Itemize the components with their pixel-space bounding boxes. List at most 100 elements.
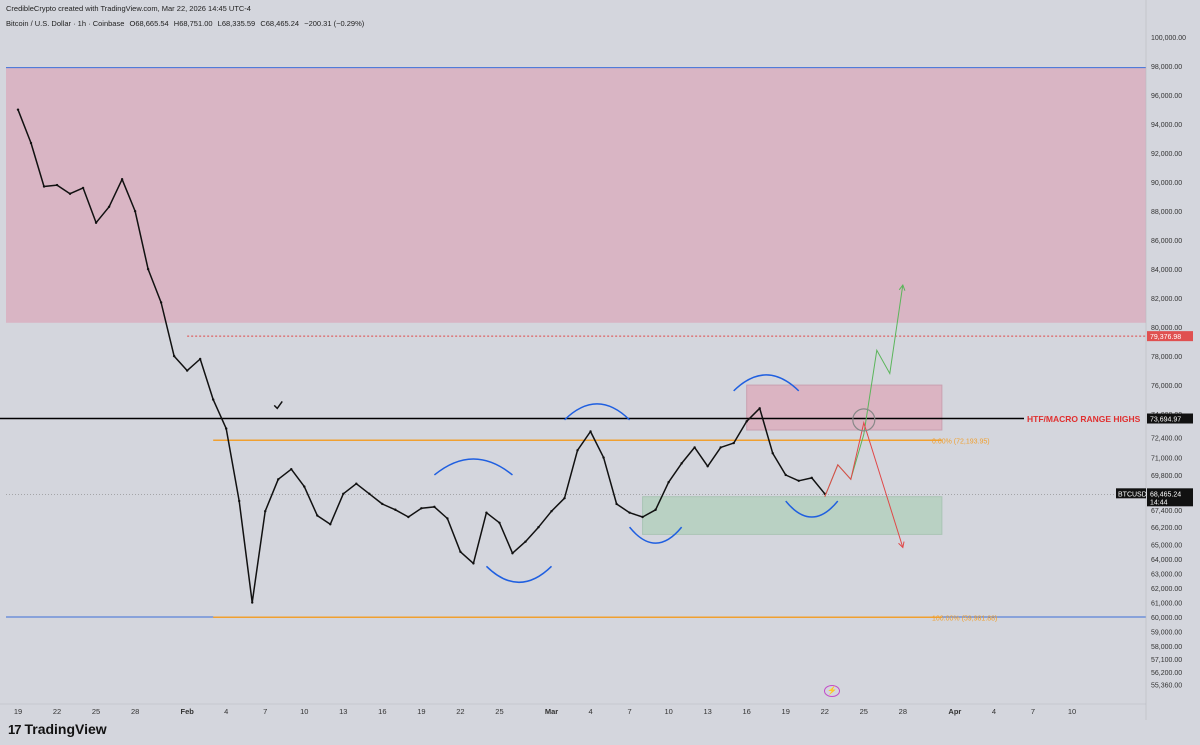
- price-point: [159, 301, 163, 304]
- price-point: [485, 511, 488, 514]
- price-point: [29, 141, 33, 145]
- y-tick-label: 63,000.00: [1151, 572, 1182, 579]
- x-tick-label: 4: [992, 707, 996, 716]
- price-point: [329, 523, 332, 526]
- price-point: [342, 492, 345, 496]
- x-tick-label: 28: [899, 707, 907, 716]
- x-tick-label: 7: [263, 707, 267, 716]
- price-point: [94, 221, 98, 224]
- price-point: [185, 369, 189, 372]
- price-point: [407, 515, 410, 519]
- price-point: [68, 192, 72, 195]
- bullish-scenario-arrow-head: [898, 284, 906, 291]
- x-tick-label: 25: [92, 707, 100, 716]
- price-point: [394, 508, 397, 511]
- price-point: [693, 446, 696, 449]
- structure-arc: [563, 403, 631, 421]
- x-tick-label: 16: [743, 707, 751, 716]
- bearish-scenario-arrow-head: [898, 541, 905, 549]
- price-point: [498, 521, 501, 525]
- price-point: [420, 507, 423, 510]
- y-tick-label: 98,000.00: [1151, 64, 1182, 71]
- price-point: [290, 467, 293, 471]
- x-tick-label: Apr: [948, 707, 961, 716]
- price-point: [758, 407, 761, 410]
- x-axis: [0, 704, 1146, 718]
- symbol-name[interactable]: Bitcoin / U.S. Dollar · 1h · Coinbase: [6, 19, 125, 28]
- y-tick-label: 72,400.00: [1151, 435, 1182, 442]
- y-tick-label: 58,000.00: [1151, 644, 1182, 651]
- y-tick-label: 65,000.00: [1151, 543, 1182, 550]
- price-point: [355, 482, 358, 485]
- snapshot-icon[interactable]: ⚡: [824, 685, 840, 697]
- price-point: [303, 485, 306, 488]
- price-point: [602, 456, 605, 459]
- price-point: [459, 550, 462, 553]
- supply-zone: [6, 67, 1146, 323]
- price-point: [277, 478, 280, 481]
- x-tick-label: 13: [703, 707, 711, 716]
- price-point: [172, 354, 176, 358]
- y-tick-label: 56,200.00: [1151, 670, 1182, 677]
- structure-arc: [485, 565, 553, 584]
- x-tick-label: 28: [131, 707, 139, 716]
- price-point: [654, 508, 657, 511]
- x-tick-label: 13: [339, 707, 347, 716]
- price-point: [745, 420, 748, 423]
- x-tick-label: 10: [1068, 707, 1076, 716]
- price-point: [511, 552, 514, 555]
- price-point: [615, 502, 618, 506]
- tradingview-logo-icon: 17: [8, 721, 22, 737]
- price-point: [107, 205, 111, 208]
- y-tick-label: 76,000.00: [1151, 383, 1182, 390]
- price-point: [667, 481, 670, 484]
- last-price: 68,465.24: [1150, 491, 1181, 498]
- price-point: [576, 449, 579, 452]
- y-tick-label: 80,000.00: [1151, 325, 1182, 332]
- structure-arc: [433, 458, 513, 476]
- y-tick-label: 55,360.00: [1151, 682, 1182, 689]
- htf-range-label: HTF/MACRO RANGE HIGHS: [1027, 414, 1141, 424]
- price-point: [524, 540, 527, 543]
- ohlc-open: O68,665.54: [129, 19, 169, 28]
- tradingview-logo[interactable]: 17 TradingView: [8, 721, 107, 737]
- price-point: [537, 525, 540, 529]
- y-tick-label: 86,000.00: [1151, 238, 1182, 245]
- price-point: [446, 517, 449, 520]
- x-tick-label: 4: [588, 707, 592, 716]
- price-point: [81, 186, 85, 190]
- retest-circle: [852, 408, 876, 432]
- x-tick-label: 25: [495, 707, 503, 716]
- range-high-price-badge: [1147, 413, 1193, 424]
- price-point: [472, 562, 475, 565]
- red-level-price: 79,376.98: [1150, 334, 1181, 341]
- red-level-price-badge: [1147, 331, 1193, 342]
- x-tick-label: Mar: [545, 707, 558, 716]
- price-point: [550, 510, 553, 513]
- price-point: [797, 479, 800, 482]
- y-tick-label: 78,000.00: [1151, 354, 1182, 361]
- btcusd-symbol-label: BTCUSD: [1118, 491, 1147, 498]
- x-tick-label: 25: [860, 707, 868, 716]
- ohlc-high: H68,751.00: [173, 19, 213, 28]
- x-tick-label: 7: [1031, 707, 1035, 716]
- price-point: [133, 209, 137, 213]
- ohlc-change: −200.31 (−0.29%): [304, 19, 365, 28]
- y-tick-label: 59,000.00: [1151, 630, 1182, 637]
- btcusd-badge: [1116, 488, 1146, 499]
- y-tick-label: 64,000.00: [1151, 557, 1182, 564]
- price-point: [589, 430, 592, 433]
- tradingview-logo-text: TradingView: [24, 721, 107, 737]
- price-point: [771, 452, 774, 455]
- x-tick-label: 10: [300, 707, 308, 716]
- price-point: [55, 183, 59, 187]
- demand-zone: [642, 496, 943, 535]
- last-price-badge: [1147, 488, 1193, 507]
- structure-arc: [733, 374, 800, 392]
- price-point: [264, 510, 267, 513]
- y-tick-label: 57,100.00: [1151, 657, 1182, 664]
- price-point: [120, 178, 124, 181]
- range-high-box: [746, 384, 943, 431]
- x-tick-label: 19: [417, 707, 425, 716]
